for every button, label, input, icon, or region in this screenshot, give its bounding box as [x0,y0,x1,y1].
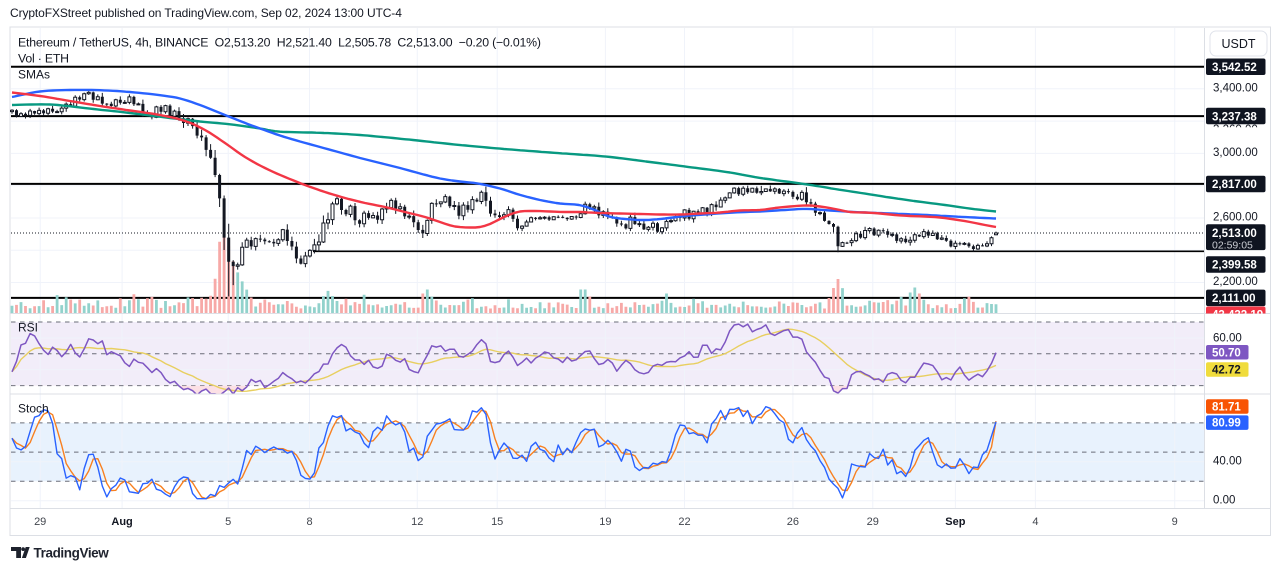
svg-text:Sep: Sep [945,516,965,528]
svg-text:3,260.00: 3,260.00 [1213,124,1258,136]
svg-text:3,237.38: 3,237.38 [1212,111,1257,123]
svg-text:TradingView: TradingView [34,546,110,561]
svg-text:12: 12 [411,516,423,528]
svg-text:USDT: USDT [1221,37,1255,51]
svg-text:29: 29 [867,516,879,528]
svg-text:CryptoFXStreet published on Tr: CryptoFXStreet published on TradingView.… [10,6,402,20]
svg-text:Stoch: Stoch [18,402,49,416]
svg-text:2,399.58: 2,399.58 [1212,260,1257,272]
svg-text:40.00: 40.00 [1213,455,1242,467]
svg-text:80.99: 80.99 [1212,418,1241,430]
svg-text:8: 8 [306,516,312,528]
svg-text:3,000.00: 3,000.00 [1213,147,1258,159]
svg-text:2,817.00: 2,817.00 [1212,179,1257,191]
svg-text:0.00: 0.00 [1213,494,1235,506]
svg-text:42.72: 42.72 [1212,365,1241,377]
svg-text:22: 22 [678,516,690,528]
svg-text:3,400.00: 3,400.00 [1213,82,1258,94]
svg-text:81.71: 81.71 [1212,402,1241,414]
svg-text:9: 9 [1172,516,1178,528]
svg-text:2,200.00: 2,200.00 [1213,276,1258,288]
svg-text:60.00: 60.00 [1213,333,1242,345]
svg-text:3,542.52: 3,542.52 [1212,62,1257,74]
svg-text:5: 5 [225,516,231,528]
svg-text:15: 15 [491,516,503,528]
svg-text:RSI: RSI [18,321,38,335]
svg-text:2,111.00: 2,111.00 [1212,293,1256,305]
svg-text:43,432.19: 43,432.19 [1212,310,1263,322]
svg-text:Ethereum / TetherUS, 4h, BINAN: Ethereum / TetherUS, 4h, BINANCE O2,513.… [18,36,541,50]
svg-text:02:59:05: 02:59:05 [1212,239,1253,251]
svg-text:19: 19 [599,516,611,528]
svg-text:Vol · ETH: Vol · ETH [18,52,69,66]
svg-text:2,513.00: 2,513.00 [1212,228,1257,240]
svg-text:50.70: 50.70 [1212,347,1241,359]
svg-text:29: 29 [34,516,46,528]
svg-text:26: 26 [787,516,799,528]
svg-text:SMAs: SMAs [18,68,50,82]
svg-text:4: 4 [1032,516,1038,528]
svg-text:Aug: Aug [111,516,132,528]
svg-text:2,600.00: 2,600.00 [1213,211,1258,223]
